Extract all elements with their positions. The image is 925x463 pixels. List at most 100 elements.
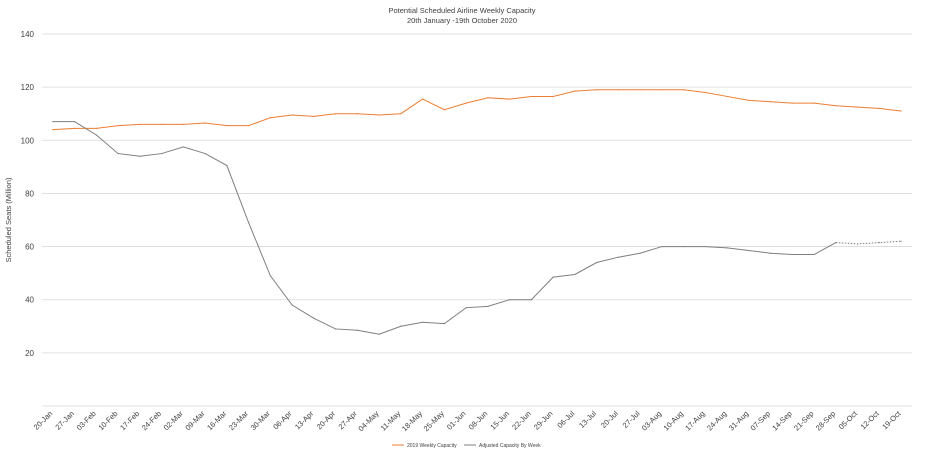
x-tick-label: 05-Oct [837,408,860,431]
y-tick-label: 80 [25,189,34,198]
data-point [226,125,228,127]
y-tick-label: 140 [21,30,35,39]
x-tick-label: 03-Feb [75,409,98,432]
y-tick-label: 60 [25,243,34,252]
x-tick-label: 30-Mar [249,409,273,433]
data-point [291,304,293,306]
series-line [52,121,837,335]
x-tick-label: 20-Jul [599,409,620,430]
data-point [857,106,859,108]
data-point [248,125,250,127]
x-tick-label: 27-Jan [53,409,76,432]
data-point [74,121,76,123]
series-line-projected [835,240,902,245]
data-point [726,95,728,98]
data-point [552,95,554,98]
data-point [378,333,380,335]
data-point [530,95,532,98]
data-point [52,121,54,123]
gridlines [42,33,912,407]
x-tick-label: 22-Jun [510,409,533,432]
data-point [726,247,728,249]
data-point [791,253,793,256]
data-point [356,329,358,331]
data-point [639,89,641,91]
data-point [204,122,206,124]
x-tick-label: 14-Sep [770,409,793,432]
x-tick-label: 07-Sep [749,409,772,432]
data-point [900,240,902,242]
chart-subtitle: 20th January -19th October 2020 [407,16,517,25]
data-point [443,323,445,325]
data-point [117,152,119,155]
x-tick-label: 17-Aug [683,409,706,432]
data-point [313,317,315,319]
data-point [226,164,228,167]
data-point [704,245,706,248]
data-point [857,243,859,245]
x-tick-label: 24-Feb [140,409,163,432]
x-tick-label: 27-Apr [337,409,360,432]
data-point [530,299,532,301]
data-point [465,307,467,309]
series-lines [52,89,902,335]
y-tick-label: 20 [25,349,34,358]
x-tick-label: 23-Mar [227,409,251,433]
data-point [770,252,772,254]
data-point [117,125,119,127]
data-point [52,129,54,131]
x-tick-label: 15-Jun [488,409,511,432]
data-point [356,113,358,115]
data-point [617,89,619,91]
data-point [791,102,793,104]
data-point [204,152,206,155]
x-tick-label: 20-Jan [32,409,55,432]
data-point [465,102,467,104]
x-tick-label: 13-Apr [293,409,316,432]
data-point [161,152,163,155]
y-tick-labels: 20 40 60 80 100 120 140 [21,30,35,358]
chart-title: Potential Scheduled Airline Weekly Capac… [388,6,535,15]
x-tick-label: 16-Mar [205,409,229,433]
x-tick-label: 21-Sep [792,409,815,432]
data-point [182,146,184,148]
x-tick-label: 18-May [400,409,424,433]
data-point [335,328,337,330]
data-point [813,253,815,256]
x-tick-label: 24-Aug [705,409,728,432]
legend-label: Adjusted Capacity By Week [479,443,541,449]
x-tick-label: 02-Mar [162,409,186,433]
x-tick-label: 01-Jun [445,409,468,432]
data-point [509,299,511,301]
series-line [52,89,902,131]
data-point [661,89,663,91]
x-tick-labels: 20-Jan 27-Jan03-Feb10-Feb17-Feb24-Feb02-M… [32,408,903,433]
data-point [335,113,337,115]
data-point [161,123,163,125]
data-point [248,222,250,224]
data-point [422,321,424,323]
data-point [422,98,424,100]
data-point [95,127,97,129]
data-point [683,245,685,248]
data-point [835,105,837,107]
data-point [900,110,902,112]
data-point [878,107,880,109]
data-point [443,109,445,111]
data-point [313,115,315,117]
data-point [400,325,402,327]
data-point [487,97,489,99]
x-tick-label: 10-Feb [96,409,119,432]
data-point [683,89,685,91]
data-point [813,102,815,104]
x-tick-label: 27-Jul [621,409,642,430]
data-point [617,256,619,258]
data-point [574,273,576,276]
data-point [74,127,76,129]
data-point [596,89,598,91]
y-tick-label: 100 [21,136,35,145]
x-tick-label: 31-Aug [727,409,750,432]
x-tick-label: 28-Sep [814,409,837,432]
x-tick-label: 08-Jun [467,409,490,432]
